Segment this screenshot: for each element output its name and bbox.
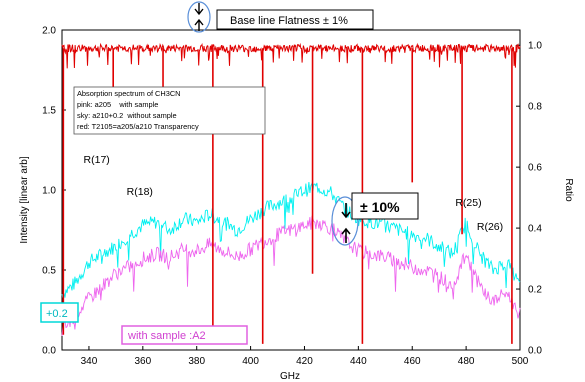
x-axis-label: GHz xyxy=(280,371,300,382)
baseline-flatness-box xyxy=(216,9,374,30)
series-line-pink xyxy=(61,215,521,337)
offset-box xyxy=(40,302,79,323)
y-left-tick-label: 2.0 xyxy=(42,26,56,37)
legend-line-2: pink: a205 with sample xyxy=(77,100,158,109)
x-tick-label: 480 xyxy=(458,356,475,367)
ten-percent-annotation: ± 10% xyxy=(331,192,419,246)
x-tick-label: 380 xyxy=(188,356,205,367)
legend-line-3: sky: a210+0.2 without sample xyxy=(77,111,177,120)
x-tick-label: 400 xyxy=(242,356,259,367)
y-right-tick-label: 0.2 xyxy=(528,285,542,296)
y-axis-right-label: Ratio xyxy=(563,178,574,202)
y-left-tick-label: 0.5 xyxy=(42,266,56,277)
peak-labels: R(17) R(18) R(25) R(26) xyxy=(84,154,504,233)
series-line-red xyxy=(61,42,521,69)
x-tick-label: 440 xyxy=(350,356,367,367)
legend-line-4: red: T2105=a205/a210 Transparency xyxy=(77,122,199,131)
arrow-down-icon xyxy=(194,3,204,16)
offset-label: +0.2 xyxy=(46,308,68,320)
x-tick-label: 460 xyxy=(404,356,421,367)
y-left-tick-label: 1.5 xyxy=(42,106,56,117)
arrow-up-icon xyxy=(194,18,204,31)
peak-label: R(25) xyxy=(455,197,481,209)
x-tick-label: 500 xyxy=(512,356,529,367)
y-right-tick-label: 0.6 xyxy=(528,163,542,174)
legend-box: Absorption spectrum of CH3CN pink: a205 … xyxy=(73,86,266,135)
arrow-up-icon xyxy=(341,227,351,243)
legend-line-1: Absorption spectrum of CH3CN xyxy=(77,89,181,98)
with-sample-label: with sample :A2 xyxy=(127,330,206,342)
y-left-tick-label: 1.0 xyxy=(42,186,56,197)
y-axis-left-label: Intensity [linear arb] xyxy=(19,156,30,243)
y-right-tick-label: 0.0 xyxy=(528,346,542,357)
legend-frame xyxy=(73,86,266,135)
y-right-tick-label: 0.4 xyxy=(528,224,542,235)
with-sample-annotation: with sample :A2 xyxy=(121,325,248,345)
ten-percent-box xyxy=(351,192,419,220)
y-left-tick-label: 0.0 xyxy=(42,346,56,357)
series-layer xyxy=(61,42,521,344)
peak-label: R(18) xyxy=(127,186,153,198)
baseline-flatness-annotation: Base line Flatness ± 1% xyxy=(187,1,374,33)
series-line-sky xyxy=(61,181,521,299)
baseline-ellipse xyxy=(187,1,211,33)
x-tick-label: 360 xyxy=(134,356,151,367)
y-right-tick-label: 0.8 xyxy=(528,102,542,113)
peak-label: R(17) xyxy=(84,154,110,166)
y-right-tick-label: 1.0 xyxy=(528,41,542,52)
x-tick-label: 420 xyxy=(296,356,313,367)
ten-percent-label: ± 10% xyxy=(360,199,400,215)
with-sample-box xyxy=(121,325,248,345)
arrow-down-icon xyxy=(341,203,351,219)
baseline-flatness-label: Base line Flatness ± 1% xyxy=(230,15,348,27)
offset-annotation: +0.2 xyxy=(40,302,79,323)
x-tick-label: 340 xyxy=(81,356,98,367)
ten-percent-ellipse xyxy=(331,196,359,246)
axis-ticks: 340 360 380 400 420 440 460 480 5000.00.51.01.52… xyxy=(42,26,542,368)
peak-label: R(26) xyxy=(477,221,503,233)
